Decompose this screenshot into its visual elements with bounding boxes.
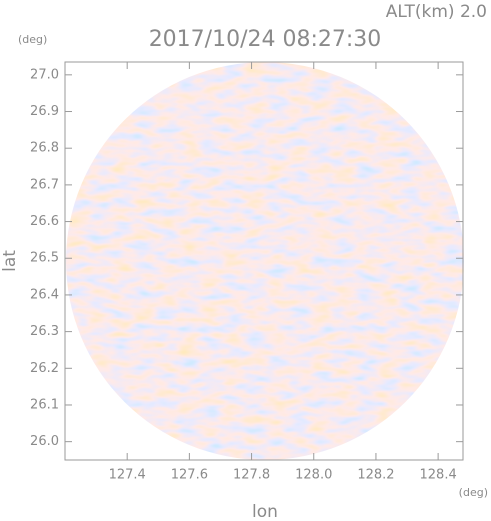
y-tick-label: 26.5 (30, 251, 59, 266)
x-unit: (deg) (459, 486, 488, 499)
y-tick-label: 26.7 (30, 177, 59, 192)
x-tick-label: 128.0 (295, 468, 332, 483)
y-tick-label: 26.0 (30, 434, 59, 449)
radar-field (66, 62, 464, 460)
x-tick-label: 127.8 (233, 468, 270, 483)
y-tick-label: 26.8 (30, 141, 59, 156)
y-axis-label: lat (0, 250, 20, 272)
y-tick-label: 26.9 (30, 104, 59, 119)
chart-title: 2017/10/24 08:27:30 (149, 27, 382, 52)
y-unit: (deg) (18, 33, 47, 46)
x-tick-label: 128.4 (420, 468, 457, 483)
y-tick-label: 26.4 (30, 287, 59, 302)
y-tick-label: 26.2 (30, 361, 59, 376)
y-tick-label: 26.3 (30, 324, 59, 339)
x-tick-label: 127.6 (171, 468, 208, 483)
subtitle: ALT(km) 2.0 (386, 2, 487, 22)
y-tick-label: 26.1 (30, 397, 59, 412)
x-tick-label: 128.2 (357, 468, 394, 483)
plot-frame (64, 61, 464, 461)
y-tick-label: 27.0 (30, 67, 59, 82)
x-axis-label: lon (252, 502, 278, 521)
x-tick-label: 127.4 (109, 468, 146, 483)
y-tick-label: 26.6 (30, 214, 59, 229)
